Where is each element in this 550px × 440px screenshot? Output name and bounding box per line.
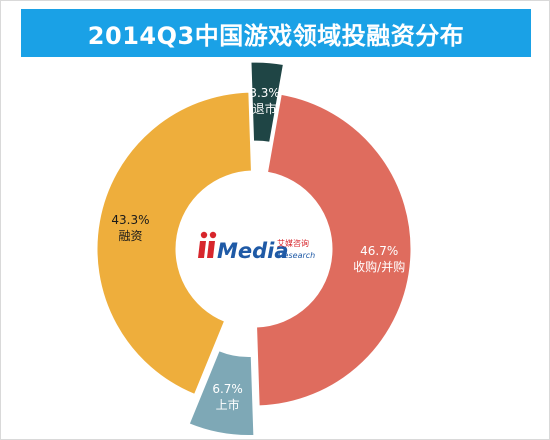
logo-mark-icon (198, 231, 217, 258)
slice-value-label: 43.3% (111, 213, 149, 227)
slice-value-label: 6.7% (212, 382, 243, 396)
slice-category-label: 上市 (216, 397, 240, 412)
slice-value-label: 3.3% (249, 86, 280, 100)
logo-en-text: Research (278, 251, 315, 260)
slice-value-label: 46.7% (360, 244, 398, 258)
logo-cn-text: 艾媒咨询 (277, 238, 309, 248)
slice-category-label: 退市 (253, 101, 277, 116)
donut-slice-1 (188, 350, 255, 436)
donut-slice-3 (250, 61, 284, 143)
slice-category-label: 收购/并购 (353, 259, 405, 274)
donut-slice-0 (256, 93, 412, 407)
imedia-logo: Media 艾媒咨询 Research (198, 231, 315, 263)
logo-brand-text: Media (217, 239, 289, 263)
donut-slice-2 (96, 91, 252, 395)
slice-category-label: 融资 (118, 229, 142, 243)
chart-title: 2014Q3中国游戏领域投融资分布 (87, 21, 465, 50)
title-banner: 2014Q3中国游戏领域投融资分布 (21, 9, 531, 57)
